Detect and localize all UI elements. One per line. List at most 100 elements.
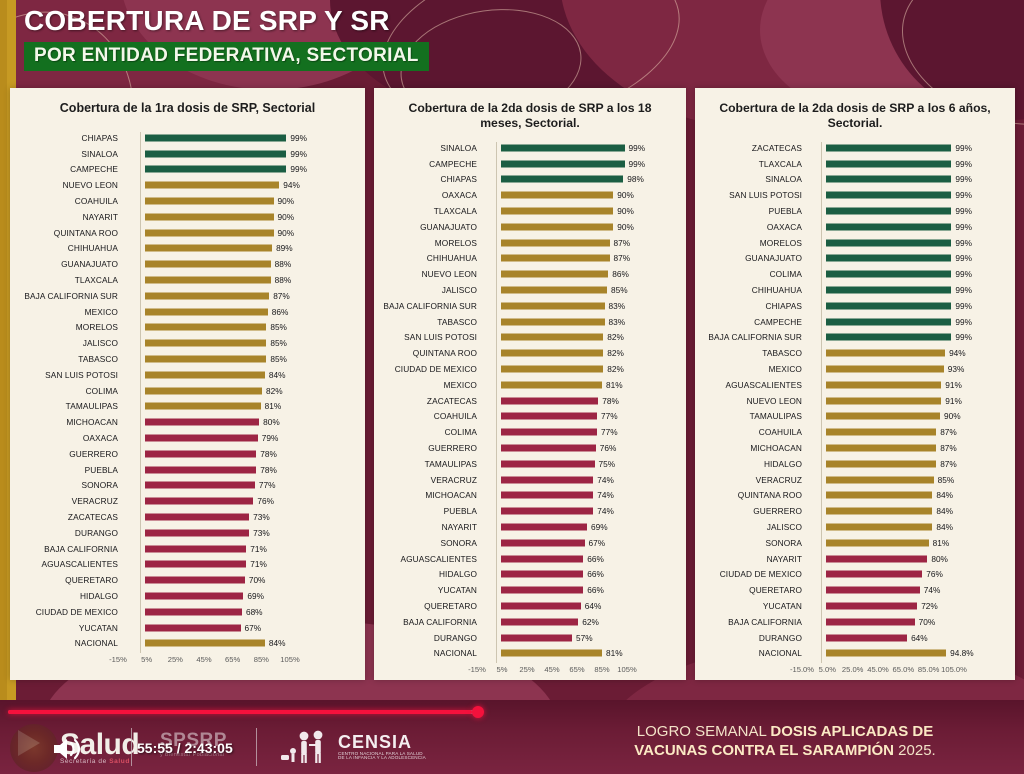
volume-icon[interactable] xyxy=(52,736,86,767)
bar-category-label: CAMPECHE xyxy=(70,164,118,175)
bar-value-label: 99% xyxy=(955,142,972,153)
censia-logo-sub-2: DE LA INFANCIA Y LA ADOLESCENCIA xyxy=(338,755,426,761)
bar-value-label: 90% xyxy=(277,196,295,207)
chart-bar-row: MICHOACAN 74% xyxy=(374,488,686,504)
bar-value-label: 99% xyxy=(955,206,972,217)
bar xyxy=(826,191,952,199)
bar-track: 79% xyxy=(123,430,365,446)
bar-category-label: DURANGO xyxy=(433,632,477,643)
bar-value-label: 70% xyxy=(918,616,936,627)
bar-category-label: TAMAULIPAS xyxy=(424,458,477,469)
bar-track: 90% xyxy=(123,209,365,225)
salud-sub-brand: Salud xyxy=(109,758,130,765)
left-gold-strip-inner xyxy=(0,0,7,700)
chart-bar-row: CHIHUAHUA 99% xyxy=(695,282,1015,298)
chart-bar-row: TLAXCALA 99% xyxy=(695,156,1015,172)
x-axis-tick-label: 65% xyxy=(569,665,585,675)
bar-category-label: NAYARIT xyxy=(441,522,477,533)
bar-value-label: 99% xyxy=(290,164,307,175)
bar-category-label: COAHUILA xyxy=(433,411,477,422)
bar-track: 84% xyxy=(123,367,365,383)
chart-bar-row: CHIAPAS 98% xyxy=(374,172,686,188)
bar-category-label: CHIHUAHUA xyxy=(426,253,477,264)
bar xyxy=(826,523,933,531)
bar-track: 87% xyxy=(482,235,686,251)
bar-value-label: 93% xyxy=(947,364,965,375)
footer-message: LOGRO SEMANAL DOSIS APLICADAS DE VACUNAS… xyxy=(560,722,1010,760)
eagle-seal-icon xyxy=(10,724,58,772)
chart-bar-row: CIUDAD DE MEXICO 68% xyxy=(10,604,365,620)
bar-value-label: 85% xyxy=(611,285,628,296)
bar-value-label: 70% xyxy=(248,575,266,586)
chart-bar-row: CHIAPAS 99% xyxy=(695,298,1015,314)
bar-value-label: 99% xyxy=(955,190,972,201)
bar-value-label: 85% xyxy=(270,354,287,365)
chart-bar-row: SAN LUIS POTOSI 99% xyxy=(695,187,1015,203)
bar-track: 76% xyxy=(482,440,686,456)
bar-category-label: MEXICO xyxy=(84,306,118,317)
bar-category-label: GUERRERO xyxy=(753,506,802,517)
bar xyxy=(826,428,937,436)
bar-track: 99% xyxy=(807,330,1015,346)
bar-value-label: 85% xyxy=(270,322,287,333)
bar xyxy=(500,460,595,468)
bar xyxy=(144,371,265,379)
bar xyxy=(826,318,952,326)
bar-value-label: 99% xyxy=(955,253,972,264)
x-axis-tick-label: 45% xyxy=(196,655,212,665)
bar-value-label: 99% xyxy=(628,158,646,169)
bar xyxy=(500,381,602,389)
bar-track: 66% xyxy=(482,551,686,567)
bar-track: 67% xyxy=(482,535,686,551)
bar-value-label: 77% xyxy=(601,411,618,422)
bar-track: 85% xyxy=(807,472,1015,488)
header: COBERTURA DE SRP Y SR POR ENTIDAD FEDERA… xyxy=(0,0,1024,88)
chart-bar-row: PUEBLA 78% xyxy=(10,462,365,478)
progress-bar-track[interactable] xyxy=(8,706,484,718)
chart-zero-line xyxy=(139,132,141,654)
bar xyxy=(500,318,605,326)
bar-value-label: 81% xyxy=(606,379,623,390)
bar xyxy=(144,592,244,600)
x-axis-tick-label: 85% xyxy=(253,655,269,665)
bar-track: 74% xyxy=(482,472,686,488)
chart-bar-row: QUERETARO 74% xyxy=(695,582,1015,598)
chart-bar-row: QUINTANA ROO 90% xyxy=(10,225,365,241)
chart-bar-row: DURANGO 64% xyxy=(695,630,1015,646)
bar xyxy=(826,207,952,215)
bar xyxy=(500,365,604,373)
chart-bar-row: ZACATECAS 73% xyxy=(10,509,365,525)
bar-value-label: 91% xyxy=(945,395,962,406)
bar-track: 77% xyxy=(123,478,365,494)
chart-bar-row: AGUASCALIENTES 71% xyxy=(10,557,365,573)
bar xyxy=(500,602,581,610)
bar-category-label: SINALOA xyxy=(81,148,118,159)
bar xyxy=(500,634,572,642)
x-axis-tick-label: 25.0% xyxy=(841,665,864,675)
bar-value-label: 90% xyxy=(617,206,634,217)
x-axis-tick-label: 105% xyxy=(617,665,637,675)
bar-value-label: 73% xyxy=(253,512,270,523)
chart-bar-row: TABASCO 85% xyxy=(10,351,365,367)
chart-bar-row: NACIONAL 94.8% xyxy=(695,646,1015,662)
bar xyxy=(144,418,260,426)
bar-value-label: 88% xyxy=(274,259,292,270)
bar-value-label: 99% xyxy=(628,142,646,153)
bar-track: 77% xyxy=(482,424,686,440)
chart-bar-row: CHIHUAHUA 87% xyxy=(374,251,686,267)
bar-category-label: COAHUILA xyxy=(758,427,802,438)
bar xyxy=(826,634,908,642)
bar xyxy=(500,539,585,547)
bar-value-label: 87% xyxy=(940,458,957,469)
bar-category-label: SAN LUIS POTOSI xyxy=(404,332,477,343)
bar xyxy=(826,144,952,152)
chart-bar-row: QUINTANA ROO 82% xyxy=(374,345,686,361)
bar-value-label: 87% xyxy=(940,443,957,454)
bar-category-label: NAYARIT xyxy=(766,553,802,564)
progress-bar-handle[interactable] xyxy=(472,706,484,718)
bar xyxy=(144,244,273,252)
bar-category-label: BAJA CALIFORNIA SUR xyxy=(383,300,477,311)
chart-panel-3: Cobertura de la 2da dosis de SRP a los 6… xyxy=(695,88,1015,680)
bar xyxy=(500,555,584,563)
bar-value-label: 90% xyxy=(277,211,295,222)
